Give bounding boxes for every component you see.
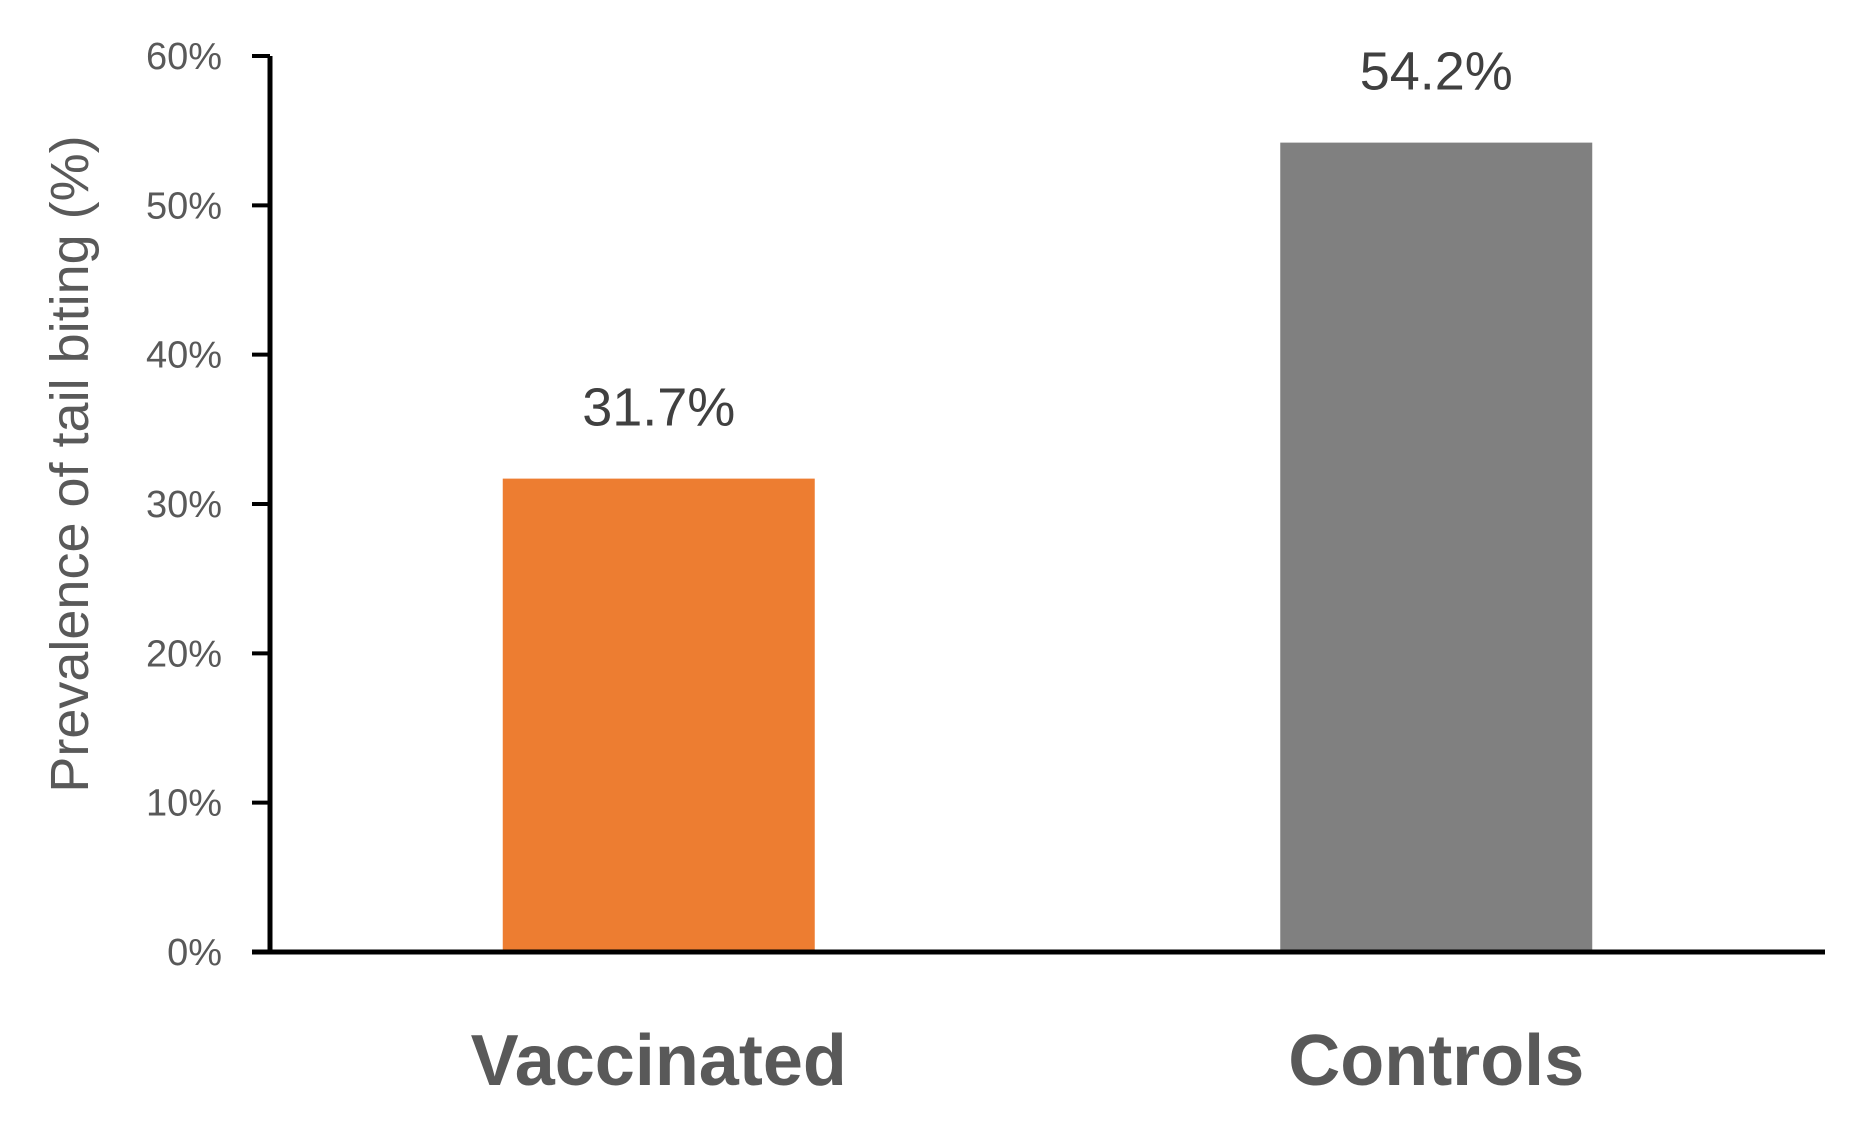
y-tick-label: 50% — [146, 185, 222, 227]
data-label-controls: 54.2% — [1360, 42, 1513, 102]
y-tick-label: 0% — [167, 932, 222, 974]
category-label-controls: Controls — [1288, 1021, 1584, 1101]
bar-controls — [1280, 142, 1593, 952]
y-tick-label: 40% — [146, 335, 222, 377]
y-tick-label: 30% — [146, 484, 222, 526]
data-labels: 31.7% 54.2% — [582, 42, 1513, 438]
y-axis-title: Prevalence of tail biting (%) — [40, 135, 100, 792]
bar-vaccinated — [502, 478, 815, 952]
category-labels: Vaccinated Controls — [471, 1021, 1585, 1101]
y-ticks: 0% 10% 20% 30% 40% 50% 60% — [146, 36, 270, 974]
y-tick-label: 60% — [146, 36, 222, 78]
data-label-vaccinated: 31.7% — [582, 378, 735, 438]
bars-layer — [502, 142, 1593, 952]
category-label-vaccinated: Vaccinated — [471, 1021, 847, 1101]
y-tick-label: 10% — [146, 783, 222, 825]
y-tick-label: 20% — [146, 633, 222, 675]
